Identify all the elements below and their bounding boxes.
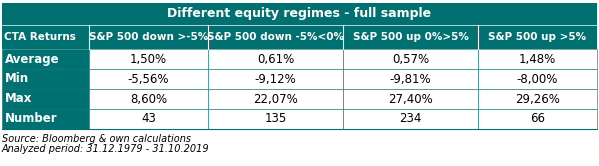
Bar <box>343 109 478 129</box>
Bar <box>2 3 597 25</box>
Bar <box>208 109 343 129</box>
Text: 1,48%: 1,48% <box>519 52 556 66</box>
Bar <box>208 25 343 49</box>
Text: -5,56%: -5,56% <box>128 73 169 85</box>
Bar <box>343 89 478 109</box>
Text: 29,26%: 29,26% <box>515 92 560 106</box>
Text: 27,40%: 27,40% <box>388 92 433 106</box>
Bar <box>89 109 208 129</box>
Text: S&P 500 up >5%: S&P 500 up >5% <box>488 32 586 42</box>
Text: Source: Bloomberg & own calculations: Source: Bloomberg & own calculations <box>2 134 191 144</box>
Text: 135: 135 <box>264 113 286 125</box>
Bar <box>343 69 478 89</box>
Text: 0,57%: 0,57% <box>392 52 429 66</box>
Text: -8,00%: -8,00% <box>517 73 558 85</box>
Text: S&P 500 down >-5%: S&P 500 down >-5% <box>89 32 208 42</box>
Bar <box>2 89 89 109</box>
Text: 8,60%: 8,60% <box>130 92 167 106</box>
Bar <box>2 25 89 49</box>
Bar <box>89 69 208 89</box>
Bar <box>343 25 478 49</box>
Text: Max: Max <box>5 92 32 106</box>
Bar <box>208 49 343 69</box>
Bar <box>208 89 343 109</box>
Bar <box>89 49 208 69</box>
Bar <box>343 49 478 69</box>
Text: S&P 500 down -5%<0%: S&P 500 down -5%<0% <box>207 32 344 42</box>
Text: CTA Returns: CTA Returns <box>4 32 76 42</box>
Text: Min: Min <box>5 73 29 85</box>
Text: Different equity regimes - full sample: Different equity regimes - full sample <box>168 7 431 20</box>
Text: 1,50%: 1,50% <box>130 52 167 66</box>
Text: -9,81%: -9,81% <box>389 73 431 85</box>
Bar <box>208 69 343 89</box>
Text: 66: 66 <box>530 113 545 125</box>
Text: 22,07%: 22,07% <box>253 92 298 106</box>
Text: 0,61%: 0,61% <box>257 52 294 66</box>
Bar <box>2 69 89 89</box>
Bar <box>478 89 597 109</box>
Text: 234: 234 <box>400 113 422 125</box>
Bar <box>2 49 89 69</box>
Bar <box>89 89 208 109</box>
Text: -9,12%: -9,12% <box>255 73 297 85</box>
Bar <box>89 25 208 49</box>
Text: S&P 500 up 0%>5%: S&P 500 up 0%>5% <box>353 32 468 42</box>
Bar <box>478 49 597 69</box>
Text: Average: Average <box>5 52 60 66</box>
Text: Analyzed period: 31.12.1979 - 31.10.2019: Analyzed period: 31.12.1979 - 31.10.2019 <box>2 144 210 154</box>
Bar <box>478 69 597 89</box>
Bar <box>2 109 89 129</box>
Bar <box>478 109 597 129</box>
Text: 43: 43 <box>141 113 156 125</box>
Bar <box>478 25 597 49</box>
Text: Number: Number <box>5 113 58 125</box>
